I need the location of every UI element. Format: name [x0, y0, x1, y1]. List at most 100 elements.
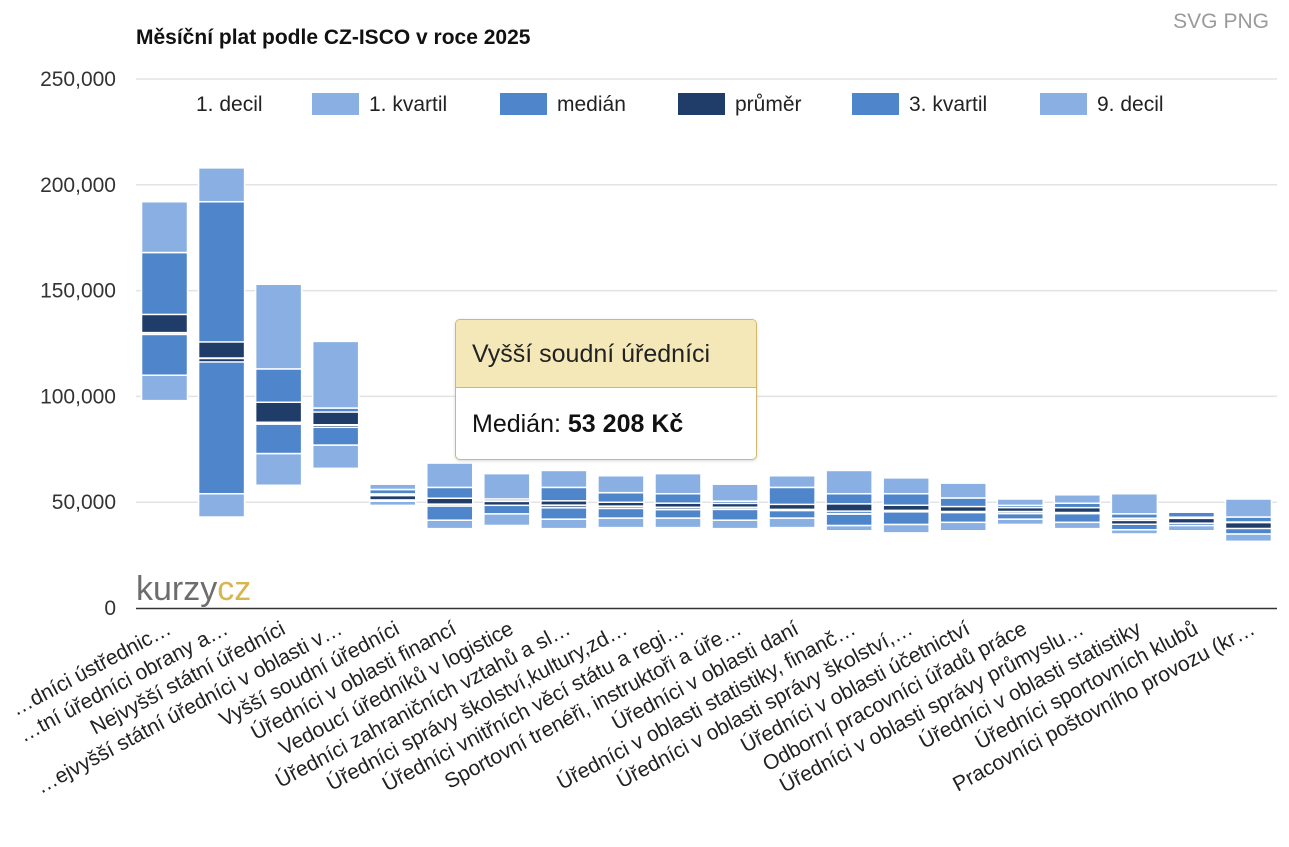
legend-swatch: [312, 93, 359, 115]
bar-group[interactable]: [996, 498, 1045, 526]
bar-group[interactable]: [1110, 492, 1159, 535]
bar-quartile-low[interactable]: [197, 357, 246, 495]
bar-mean[interactable]: [311, 411, 360, 429]
legend[interactable]: 1. decil 1. kvartil medián průměr 3. kvartil…: [196, 93, 1164, 116]
bar-decile-high[interactable]: [254, 283, 303, 370]
bar-group[interactable]: [368, 483, 417, 507]
bar-decile-high[interactable]: [597, 475, 645, 494]
bar-group[interactable]: [197, 167, 246, 518]
bar-decile-low[interactable]: [1167, 524, 1216, 532]
bar-group[interactable]: [825, 469, 873, 532]
export-png-button[interactable]: PNG: [1223, 10, 1269, 33]
y-tick-label: 200,000: [40, 174, 116, 197]
bar-mean[interactable]: [597, 501, 645, 510]
bar-decile-low[interactable]: [540, 518, 588, 530]
bar-decile-low[interactable]: [711, 519, 759, 530]
bar-group[interactable]: [426, 462, 474, 530]
bar-mean[interactable]: [368, 493, 417, 501]
bar-group[interactable]: [939, 482, 987, 532]
bar-decile-high[interactable]: [197, 167, 246, 203]
legend-item[interactable]: medián: [500, 93, 626, 116]
bar-mean[interactable]: [540, 500, 588, 509]
bar-mean[interactable]: [1224, 521, 1273, 530]
bars[interactable]: [140, 167, 1273, 543]
bar-group[interactable]: [1053, 494, 1102, 530]
bar-decile-low[interactable]: [311, 444, 360, 470]
bar-mean[interactable]: [483, 498, 531, 507]
legend-item[interactable]: 9. decil: [1040, 93, 1164, 116]
bar-decile-high[interactable]: [711, 483, 759, 502]
bar-decile-high[interactable]: [939, 482, 987, 499]
bar-mean[interactable]: [254, 401, 303, 424]
bar-decile-high[interactable]: [768, 475, 816, 489]
bar-group[interactable]: [540, 469, 588, 530]
bar-mean[interactable]: [996, 506, 1045, 515]
bar-decile-high[interactable]: [654, 472, 702, 495]
bar-group[interactable]: [1167, 510, 1216, 532]
bar-mean[interactable]: [426, 497, 474, 507]
legend-swatch: [852, 93, 899, 115]
bar-decile-low[interactable]: [483, 513, 531, 527]
bar-mean[interactable]: [825, 503, 873, 512]
bar-quartile-low[interactable]: [254, 423, 303, 455]
bar-quartile-high[interactable]: [197, 200, 246, 360]
tooltip-value: 53 208 Kč: [567, 410, 684, 438]
bar-decile-high[interactable]: [368, 483, 417, 491]
bar-mean[interactable]: [140, 313, 189, 336]
x-axis-labels: …dníci ústřednic……tní úředníci obrany a……: [7, 617, 1258, 799]
bar-group[interactable]: [483, 472, 531, 527]
bar-decile-high[interactable]: [1053, 494, 1102, 505]
legend-label: 1. kvartil: [369, 93, 447, 116]
bar-decile-low[interactable]: [426, 519, 474, 530]
export-menu: SVG PNG: [1167, 10, 1269, 34]
bar-mean[interactable]: [711, 502, 759, 511]
export-svg-button[interactable]: SVG: [1173, 10, 1218, 33]
bar-decile-high[interactable]: [140, 200, 189, 254]
bar-decile-low[interactable]: [597, 517, 645, 529]
bar-quartile-low[interactable]: [882, 509, 930, 526]
bar-decile-high[interactable]: [1224, 498, 1273, 518]
bar-group[interactable]: [140, 200, 189, 402]
legend-item[interactable]: 3. kvartil: [852, 93, 987, 116]
bar-decile-low[interactable]: [939, 521, 987, 532]
bar-decile-high[interactable]: [882, 477, 930, 495]
legend-item[interactable]: 1. kvartil: [312, 93, 447, 116]
bar-decile-low[interactable]: [825, 524, 873, 532]
bar-decile-high[interactable]: [540, 469, 588, 489]
bar-quartile-low[interactable]: [825, 513, 873, 527]
bar-group[interactable]: [1224, 498, 1273, 543]
bar-decile-low[interactable]: [197, 492, 246, 518]
logo-part2: cz: [217, 570, 251, 608]
bar-decile-low[interactable]: [254, 452, 303, 487]
bar-group[interactable]: [311, 340, 360, 470]
legend-item[interactable]: průměr: [678, 93, 802, 116]
bar-decile-high[interactable]: [1110, 492, 1159, 515]
bar-group[interactable]: [882, 477, 930, 534]
y-tick-label: 250,000: [40, 68, 116, 91]
bar-decile-high[interactable]: [1167, 510, 1216, 513]
bar-decile-high[interactable]: [311, 340, 360, 409]
bar-group[interactable]: [597, 475, 645, 529]
bar-decile-low[interactable]: [768, 517, 816, 529]
bar-decile-low[interactable]: [140, 374, 189, 402]
bar-mean[interactable]: [1110, 517, 1159, 525]
bar-decile-low[interactable]: [654, 517, 702, 529]
bar-group[interactable]: [711, 483, 759, 530]
bar-mean[interactable]: [654, 502, 702, 511]
bar-quartile-low[interactable]: [140, 332, 189, 376]
bar-decile-high[interactable]: [483, 472, 531, 500]
bar-decile-low[interactable]: [882, 523, 930, 534]
legend-item[interactable]: 1. decil: [196, 93, 263, 116]
bar-decile-high[interactable]: [825, 469, 873, 495]
bar-group[interactable]: [768, 475, 816, 529]
bar-decile-high[interactable]: [996, 498, 1045, 507]
bar-group[interactable]: [254, 283, 303, 487]
bar-decile-low[interactable]: [996, 518, 1045, 526]
bar-decile-low[interactable]: [1224, 533, 1273, 543]
bar-group[interactable]: [654, 472, 702, 529]
bar-mean[interactable]: [197, 341, 246, 363]
bar-decile-high[interactable]: [426, 462, 474, 489]
bar-mean[interactable]: [882, 504, 930, 513]
bar-decile-low[interactable]: [1053, 521, 1102, 530]
